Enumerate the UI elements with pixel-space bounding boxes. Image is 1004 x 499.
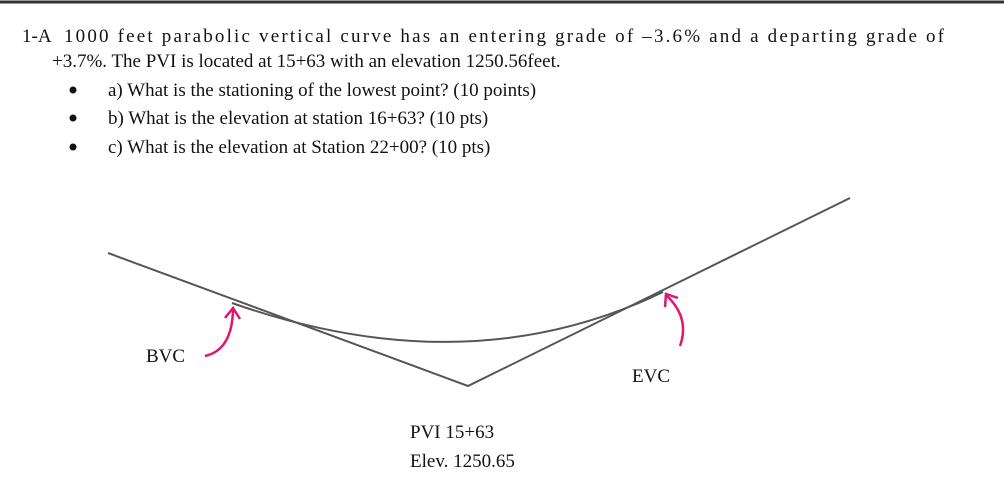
problem-line: 1000 feet parabolic vertical curve has a… — [64, 26, 945, 47]
pvi-label: PVI 15+63 — [410, 422, 494, 443]
bullet — [69, 86, 77, 94]
problem-label: 1-A — [22, 26, 52, 47]
bullet — [69, 143, 77, 151]
question: b) What is the elevation at station 16+6… — [108, 108, 488, 129]
bvc-label: BVC — [146, 346, 185, 367]
evc-arrowhead — [663, 292, 679, 308]
vertical-curve — [231, 291, 664, 343]
pvi-elevation: Elev. 1250.65 — [410, 451, 515, 472]
problem-line: +3.7%. The PVI is located at 15+63 with … — [52, 51, 561, 72]
evc-arrow — [666, 295, 685, 347]
grade-lines — [107, 197, 851, 388]
bullet — [69, 114, 77, 122]
bvc-arrow — [204, 309, 235, 358]
question: c) What is the elevation at Station 22+0… — [108, 137, 490, 158]
bvc-arrowhead — [224, 305, 242, 320]
question: a) What is the stationing of the lowest … — [108, 80, 536, 101]
evc-label: EVC — [632, 366, 670, 387]
